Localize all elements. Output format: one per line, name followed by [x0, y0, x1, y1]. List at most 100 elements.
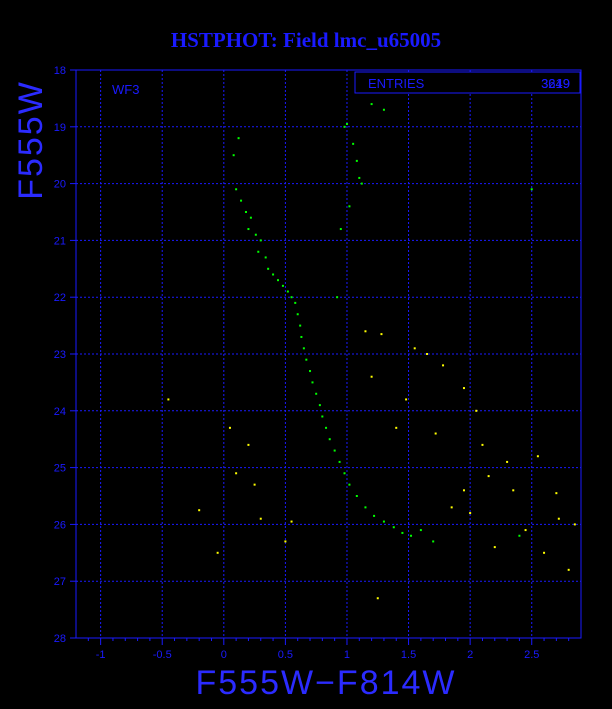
data-point: [450, 506, 453, 509]
data-point: [240, 199, 243, 202]
data-point: [475, 409, 478, 412]
data-point: [299, 324, 302, 327]
data-point: [247, 443, 250, 446]
x-tick-label: 1: [344, 649, 350, 661]
data-point: [536, 455, 539, 458]
data-point: [373, 514, 376, 517]
data-point: [462, 489, 465, 492]
data-point: [432, 540, 435, 543]
y-tick-label: 21: [54, 235, 66, 247]
data-point: [267, 267, 270, 270]
data-point: [235, 472, 238, 475]
data-point: [360, 182, 363, 185]
chart-title: HSTPHOT: Field lmc_u65005: [171, 28, 441, 52]
data-point: [376, 597, 379, 600]
y-tick-label: 20: [54, 179, 66, 191]
data-points: [167, 103, 576, 600]
data-point: [370, 375, 373, 378]
data-point: [530, 188, 533, 191]
data-point: [286, 290, 289, 293]
data-point: [321, 415, 324, 418]
data-point: [305, 358, 308, 361]
data-point: [481, 443, 484, 446]
data-point: [235, 188, 238, 191]
data-point: [405, 398, 408, 401]
data-point: [281, 284, 284, 287]
data-point: [493, 546, 496, 549]
data-point: [237, 137, 240, 140]
data-point: [410, 534, 413, 537]
stats-value-2: 3249: [541, 76, 570, 91]
data-point: [198, 509, 201, 512]
y-tick-label: 27: [54, 576, 66, 588]
data-point: [382, 520, 385, 523]
data-point: [328, 438, 331, 441]
data-point: [325, 426, 328, 429]
data-point: [290, 296, 293, 299]
data-point: [339, 228, 342, 231]
data-point: [254, 233, 257, 236]
x-tick-label: -1: [96, 649, 106, 661]
data-point: [380, 333, 383, 336]
y-tick-label: 28: [54, 633, 66, 645]
data-point: [167, 398, 170, 401]
y-axis-ticks: 18 19 20 21 22 23 24 25 26 27 28: [54, 65, 76, 645]
x-tick-label: 0.5: [278, 649, 293, 661]
data-point: [272, 273, 275, 276]
x-axis-label: F555W−F814W: [195, 664, 456, 702]
data-point: [348, 483, 351, 486]
data-point: [302, 347, 305, 350]
chip-label: WF3: [112, 82, 139, 97]
data-point: [392, 526, 395, 529]
data-point: [419, 529, 422, 532]
data-point: [343, 125, 346, 128]
data-point: [512, 489, 515, 492]
y-tick-label: 19: [54, 122, 66, 134]
data-point: [355, 495, 358, 497]
data-point: [259, 239, 262, 242]
data-point: [426, 353, 429, 355]
data-point: [253, 483, 256, 486]
data-point: [352, 142, 355, 145]
data-point: [518, 534, 521, 537]
y-tick-label: 25: [54, 463, 66, 475]
data-point: [370, 103, 373, 106]
data-point: [290, 520, 293, 523]
x-tick-label: -0.5: [153, 649, 172, 661]
data-point: [555, 492, 558, 495]
y-tick-label: 24: [54, 406, 66, 418]
data-point: [294, 301, 297, 304]
data-point: [216, 551, 219, 554]
data-point: [244, 211, 247, 213]
data-point: [284, 540, 287, 543]
data-point: [469, 512, 472, 515]
data-point: [345, 122, 348, 125]
data-point: [296, 313, 299, 316]
data-point: [348, 205, 351, 208]
data-point: [315, 392, 318, 395]
data-point: [462, 387, 465, 390]
data-point: [487, 475, 490, 478]
data-point: [311, 381, 314, 384]
x-tick-label: 2.5: [524, 649, 539, 661]
data-point: [259, 517, 262, 520]
y-tick-label: 18: [54, 65, 66, 77]
stats-label: ENTRIES: [368, 76, 425, 91]
x-tick-label: 0: [221, 649, 227, 661]
data-point: [358, 176, 361, 179]
data-point: [401, 531, 404, 534]
data-point: [257, 250, 260, 253]
data-point: [395, 426, 398, 429]
y-tick-label: 23: [54, 349, 66, 361]
data-point: [573, 523, 576, 526]
data-point: [309, 370, 312, 373]
y-axis-label: F555W: [12, 80, 50, 200]
grid: [76, 70, 581, 638]
data-point: [567, 568, 570, 571]
x-tick-label: 1.5: [401, 649, 416, 661]
data-point: [228, 426, 231, 429]
x-tick-label: 2: [467, 649, 473, 661]
stats-value-1: 3619: [541, 76, 570, 91]
y-tick-label: 22: [54, 292, 66, 304]
